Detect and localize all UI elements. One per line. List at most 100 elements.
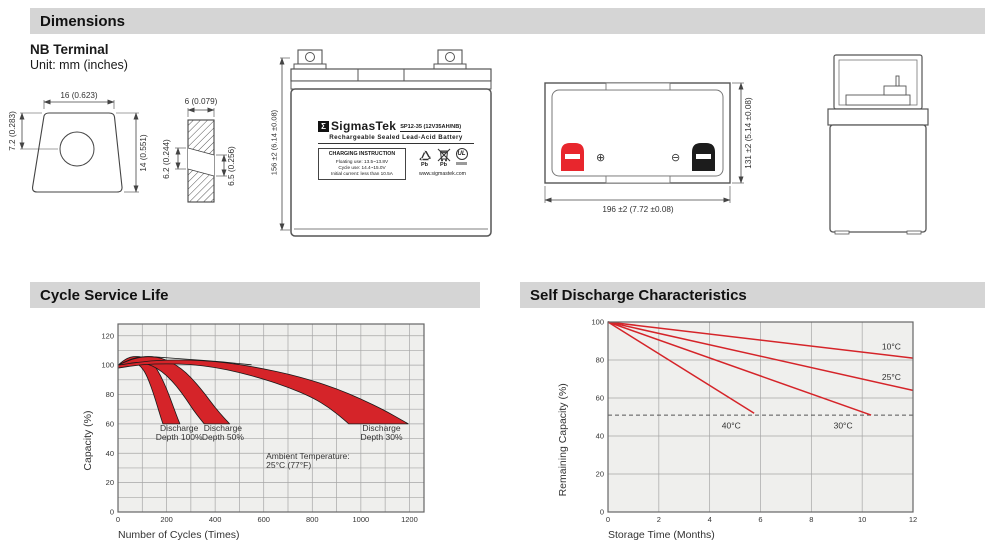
recycle-pb-label: Pb	[420, 162, 429, 168]
x-axis-title: Number of Cycles (Times)	[118, 529, 240, 541]
svg-text:100: 100	[591, 318, 604, 327]
cycle-service-life-header: Cycle Service Life	[30, 282, 480, 308]
charging-line-1: Floating use: 13.5~13.8V	[335, 159, 389, 164]
y-axis-title: Capacity (%)	[82, 411, 94, 471]
annotation: 25°C (77°F)	[266, 460, 311, 470]
series-line-10-c	[607, 321, 914, 359]
svg-text:2: 2	[657, 515, 661, 524]
terminal-detail-svg: 16 (0.623) 7.2 (0.283) 14 (0.551) 6 (0.0…	[8, 91, 236, 203]
section-inner-dim: 6.2 (0.244)	[162, 139, 171, 179]
brand-name: SigmasTek	[331, 119, 397, 133]
brand-row: Σ SigmasTek SP12-35 (12V35AH/NB)	[318, 118, 474, 132]
battery-side-outline	[827, 54, 929, 235]
terminal-type-heading: NB Terminal	[30, 42, 109, 57]
charging-line-2: Cycle use: 14.4~15.0V	[338, 165, 386, 170]
svg-text:1200: 1200	[401, 515, 418, 524]
annotation: Discharge	[362, 423, 401, 433]
annotation: Discharge	[204, 423, 243, 433]
self-discharge-header: Self Discharge Characteristics	[520, 282, 985, 308]
dimensions-section-header: Dimensions	[30, 8, 985, 34]
y-tick-labels: 0 20 40 60 80 100 120	[101, 331, 114, 516]
annotation: 25°C	[882, 372, 901, 382]
svg-text:6: 6	[758, 515, 762, 524]
ul-file-number	[456, 162, 467, 165]
annotation: 40°C	[722, 420, 741, 430]
svg-text:120: 120	[101, 331, 114, 340]
battery-subtitle: Rechargeable Sealed Lead-Acid Battery	[318, 132, 474, 144]
charging-instruction-box: CHARGING INSTRUCTION Floating use: 13.5~…	[318, 148, 406, 180]
brand-logo: Σ	[318, 121, 329, 132]
svg-text:1000: 1000	[353, 515, 370, 524]
svg-text:60: 60	[106, 419, 114, 428]
y-axis-title: Remaining Capacity (%)	[557, 383, 569, 496]
svg-text:40: 40	[106, 449, 114, 458]
bin-pb-label: Pb	[439, 162, 448, 168]
top-width-dim: 196 ±2 (7.72 ±0.08)	[602, 205, 674, 214]
svg-text:800: 800	[306, 515, 319, 524]
crossed-bin-icon	[437, 148, 450, 162]
ul-mark-icon: UL	[455, 148, 468, 160]
annotation: 30°C	[834, 420, 853, 430]
band-discharge-depth-30-	[117, 359, 409, 425]
x-tick-labels: 0 200 400 600 800 1000 1200	[116, 515, 418, 524]
plot-border	[117, 323, 425, 513]
series-line-30-c	[607, 321, 872, 416]
battery-front-outline	[290, 49, 492, 237]
svg-text:100: 100	[101, 361, 114, 370]
website-text: www.sigmastek.com	[419, 171, 466, 177]
dimensions-title: Dimensions	[40, 12, 126, 30]
annotation: 10°C	[882, 342, 901, 352]
section-outer-dim: 6.5 (0.256)	[227, 146, 236, 186]
svg-text:400: 400	[209, 515, 222, 524]
terminal-width-dim: 16 (0.623)	[60, 91, 98, 100]
annotation: Depth 30%	[360, 432, 402, 442]
svg-text:0: 0	[600, 508, 604, 517]
x-tick-labels: 0 2 4 6 8 10 12	[606, 515, 917, 524]
recycle-icon	[418, 150, 431, 161]
front-height-dim-line	[279, 57, 290, 231]
terminal-section-notch	[188, 148, 214, 176]
charging-line-3: Initial current: less than 10.5A	[331, 171, 393, 176]
svg-text:10: 10	[858, 515, 866, 524]
top-height-dim: 131 ±2 (5.14 ±0.08)	[744, 97, 753, 169]
y-tick-labels: 0 20 40 60 80 100	[591, 318, 604, 517]
svg-text:0: 0	[110, 508, 114, 517]
envelope-curve	[117, 356, 252, 366]
battery-label: Σ SigmasTek SP12-35 (12V35AH/NB) Recharg…	[318, 118, 474, 180]
battery-front-view: 156 ±2 (6.14 ±0.08) Σ SigmasTek SP12-35 …	[268, 48, 498, 240]
x-axis-title: Storage Time (Months)	[608, 529, 715, 541]
battery-top-outline: ⊕ ⊖ 196 ±2 (7.72 ±0.08) 131 ±2 (5.14 ±0.…	[544, 82, 753, 214]
svg-text:200: 200	[160, 515, 173, 524]
plot-border	[607, 321, 914, 513]
cycle-service-life-chart: 0 200 400 600 800 1000 1200 0 20 40 60 80 100 120 Disc…	[82, 323, 425, 541]
series-line-25-c	[607, 321, 914, 392]
svg-text:40: 40	[596, 432, 604, 441]
battery-side-view	[826, 45, 936, 237]
unit-note: Unit: mm (inches)	[30, 58, 128, 72]
svg-text:60: 60	[596, 394, 604, 403]
front-height-dim: 156 ±2 (6.14 ±0.08)	[269, 109, 279, 176]
section-width-dim: 6 (0.079)	[185, 97, 218, 106]
battery-top-view: ⊕ ⊖ 196 ±2 (7.72 ±0.08) 131 ±2 (5.14 ±0.…	[543, 78, 773, 230]
svg-text:0: 0	[606, 515, 610, 524]
annotation: Depth 50%	[202, 432, 244, 442]
svg-text:8: 8	[809, 515, 813, 524]
terminal-hole	[59, 131, 95, 167]
model-number: SP12-35 (12V35AH/NB)	[400, 124, 462, 132]
svg-text:12: 12	[909, 515, 917, 524]
annotation: Ambient Temperature:	[266, 451, 349, 461]
series-line-40-c	[607, 321, 755, 414]
svg-text:80: 80	[596, 356, 604, 365]
minus-symbol: ⊖	[671, 152, 680, 164]
svg-text:80: 80	[106, 390, 114, 399]
self-discharge-chart: 0 2 4 6 8 10 12 0 20 40 60 80 100 10°C 25°C 40°C 30°C Sto…	[557, 318, 917, 542]
svg-text:4: 4	[708, 515, 712, 524]
certification-icons: Pb Pb UL	[411, 148, 474, 180]
charging-title: CHARGING INSTRUCTION	[328, 151, 396, 157]
svg-text:0: 0	[116, 515, 120, 524]
cycle-service-life-title: Cycle Service Life	[40, 286, 169, 304]
svg-text:20: 20	[596, 470, 604, 479]
terminal-upper-height-dim: 7.2 (0.283)	[8, 111, 17, 151]
terminal-detail-drawing: 16 (0.623) 7.2 (0.283) 14 (0.551) 6 (0.0…	[8, 86, 268, 238]
annotation: Depth 100%	[156, 432, 203, 442]
